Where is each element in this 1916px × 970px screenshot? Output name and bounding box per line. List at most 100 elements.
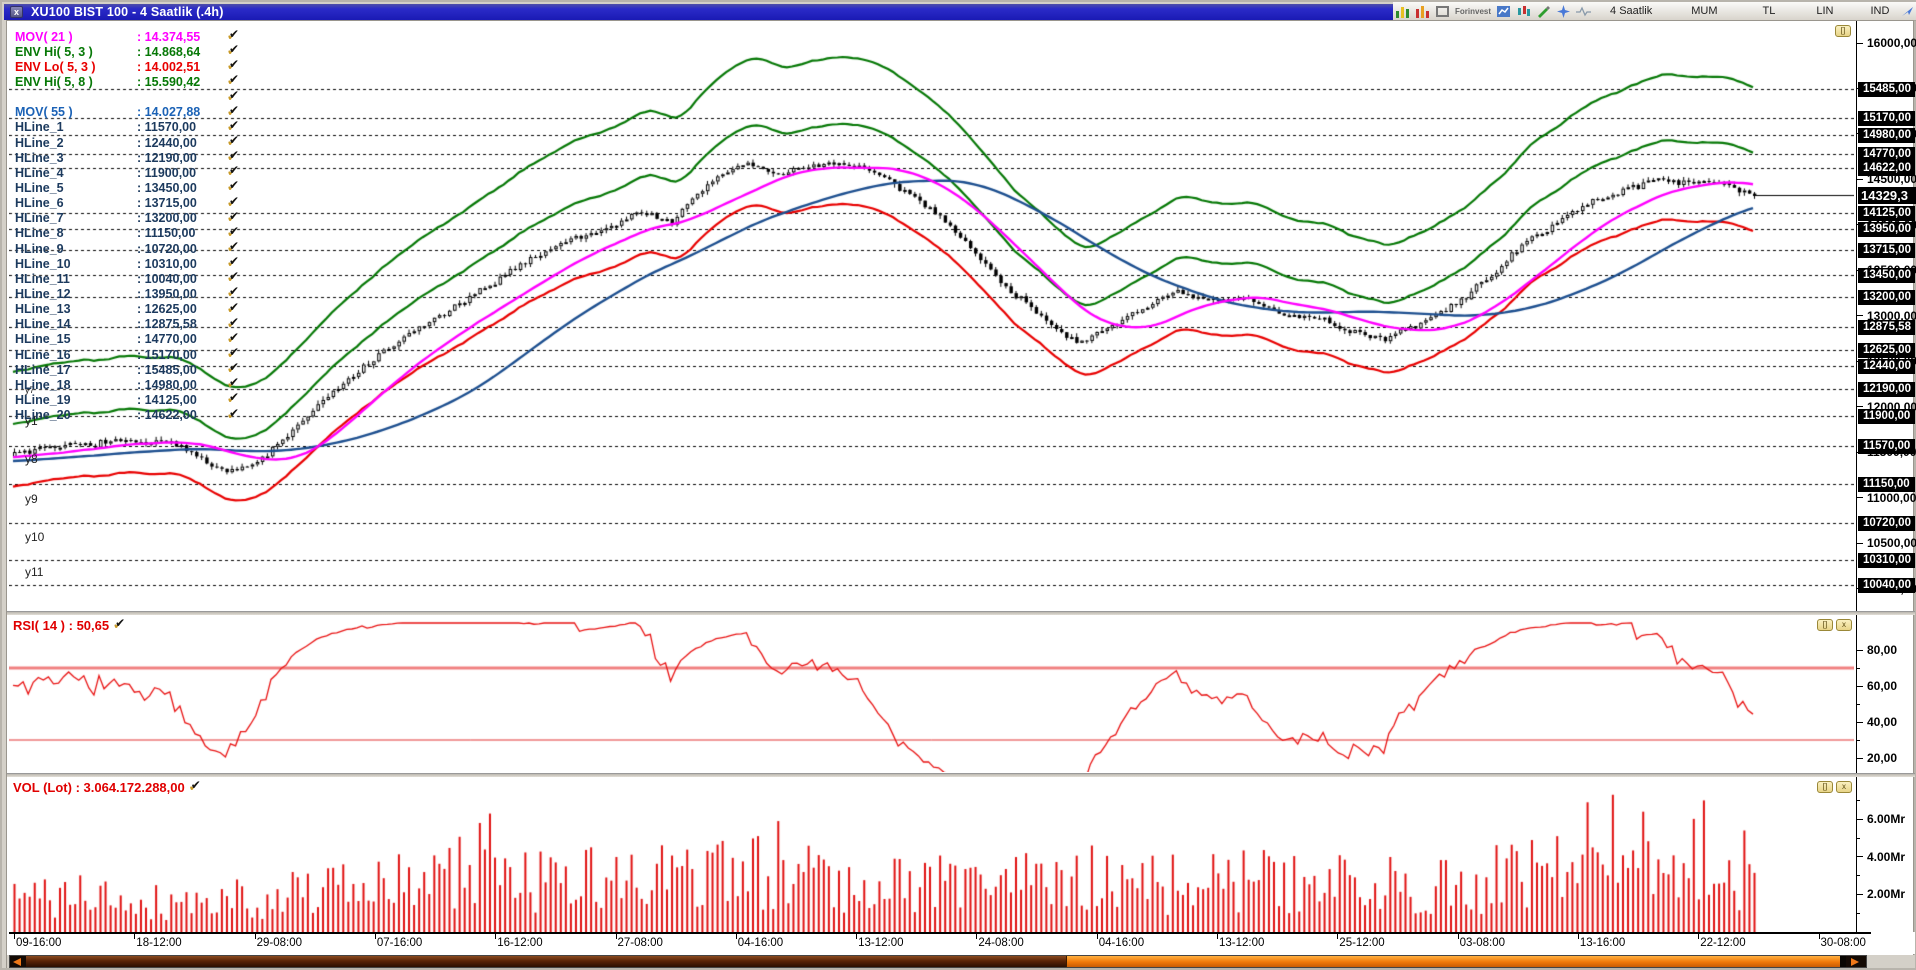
legend-row-hline_20[interactable]: HLine_20: 14622,00 ✔ ✔ [15,405,241,423]
visibility-check-icon[interactable]: ✔ ✔ [227,117,240,134]
region-label-y10[interactable]: y10 [25,530,45,545]
volume-restore-button[interactable]: [] [1817,781,1833,793]
visibility-check-icon[interactable]: ✔ ✔ [227,314,240,331]
scrollbar-thumb[interactable] [1066,956,1840,967]
legend-row-hline_13[interactable]: HLine_13: 12625,00 ✔ ✔ [15,299,241,317]
visibility-check-icon[interactable]: ✔ ✔ [227,390,240,407]
visibility-check-icon[interactable]: ✔ ✔ [227,27,240,44]
chart-type-button[interactable]: MUM [1691,5,1718,17]
visibility-check-icon[interactable]: ✔ ✔ [227,208,240,225]
legend-row-hline_11[interactable]: HLine_11: 10040,00 ✔ ✔ [15,269,241,286]
chart-blue-icon[interactable] [1496,5,1511,18]
wave-line-icon[interactable] [1576,5,1592,18]
price-tick-label: 10500,00 [1867,536,1916,551]
legend-row-hline_7[interactable]: HLine_7: 13200,00 ✔ ✔ [15,208,241,226]
scrollbar-track[interactable] [9,955,1867,968]
visibility-check-icon[interactable]: ✔ ✔ [227,72,240,89]
scrollbar-history-region[interactable] [26,956,1066,967]
visibility-check-icon[interactable]: ✔ ✔ [227,87,240,104]
volume-label[interactable]: VOL (Lot) : 3.064.172.288,00 ✔ ✔ [13,778,201,795]
legend-row-hline_8[interactable]: HLine_8: 11150,00 ✔ ✔ [15,223,241,241]
visibility-check-icon[interactable]: ✔ ✔ [227,329,240,346]
legend-row-hline_18[interactable]: HLine_18: 14980,00 ✔ ✔ [15,375,241,392]
legend-row-hline_19[interactable]: HLine_19: 14125,00 ✔ ✔ [15,390,241,407]
legend-row-blank[interactable]: ✔ ✔ [15,87,241,105]
rsi-canvas[interactable] [9,615,1854,772]
close-icon[interactable]: x [10,6,23,18]
legend-row-hline_17[interactable]: HLine_17: 15485,00 ✔ ✔ [15,360,241,377]
legend-row-hline_9[interactable]: HLine_9: 10720,00 ✔ ✔ [15,239,241,256]
visibility-check-icon[interactable]: ✔ ✔ [227,254,240,271]
price-panel-restore-button[interactable]: [] [1835,25,1851,37]
arrow-blue-icon[interactable] [1900,5,1915,18]
scale-button[interactable]: LIN [1816,5,1834,17]
visibility-check-icon[interactable]: ✔ ✔ [227,360,240,377]
legend-row-hline_2[interactable]: HLine_2: 12440,00 ✔ ✔ [15,133,241,150]
currency-button[interactable]: TL [1762,5,1776,17]
visibility-check-icon[interactable]: ✔ ✔ [227,239,240,256]
legend-row-hline_1[interactable]: HLine_1: 11570,00 ✔ ✔ [15,117,241,135]
volume-close-button[interactable]: x [1836,781,1852,793]
legend-value: : 14.374,55 [137,29,201,44]
visibility-check-icon[interactable]: ✔ ✔ [227,405,240,422]
visibility-check-icon[interactable]: ✔ ✔ [227,345,240,362]
price-chart-canvas[interactable] [9,21,1854,611]
region-label-y8[interactable]: y8 [25,452,38,467]
visibility-check-icon[interactable]: ✔ ✔ [227,178,240,195]
visibility-check-icon[interactable]: ✔ ✔ [227,57,240,74]
hline-price-chip: 12440,00 [1858,359,1915,375]
panel-separator[interactable] [7,611,1915,615]
window-gray-icon[interactable] [1435,5,1450,18]
region-label-y7[interactable]: y7 [25,385,35,396]
vol-check-icon[interactable]: ✔ ✔ [188,778,201,794]
legend-row-hline_12[interactable]: HLine_12: 13950,00 ✔ ✔ [15,284,241,301]
legend-row-hline_16[interactable]: HLine_16: 15170,00 ✔ ✔ [15,345,241,362]
rsi-label[interactable]: RSI( 14 ) : 50,65 ✔ ✔ [13,616,126,633]
visibility-check-icon[interactable]: ✔ ✔ [227,284,240,301]
price-axis-line [1856,21,1857,933]
region-label-y11[interactable]: y11 [25,565,44,580]
timeframe-button[interactable]: 4 Saatlik [1610,5,1653,17]
scroll-left-icon[interactable] [10,956,26,967]
legend-row-hline_10[interactable]: HLine_10: 10310,00 ✔ ✔ [15,254,241,271]
chart-bars-green-icon[interactable] [1395,5,1410,18]
legend-row-hline_5[interactable]: HLine_5: 13450,00 ✔ ✔ [15,178,241,195]
legend-row-hline_3[interactable]: HLine_3: 12190,00 ✔ ✔ [15,148,241,165]
visibility-check-icon[interactable]: ✔ ✔ [227,42,240,59]
rsi-restore-button[interactable]: [] [1817,619,1833,631]
volume-canvas[interactable] [9,777,1854,932]
visibility-check-icon[interactable]: ✔ ✔ [227,193,240,210]
pencil-green-icon[interactable] [1536,5,1551,18]
visibility-check-icon[interactable]: ✔ ✔ [227,133,240,150]
star-blue-icon[interactable] [1556,4,1571,18]
region-label-y9[interactable]: y9 [25,492,38,507]
legend-value: : 12875,58 [137,317,197,332]
legend-row-envhi53[interactable]: ENV Hi( 5, 3 ): 14.868,64 ✔ ✔ [15,42,241,59]
price-tick [1856,497,1863,498]
visibility-check-icon[interactable]: ✔ ✔ [227,375,240,392]
legend-row-mov55[interactable]: MOV( 55 ): 14.027,88 ✔ ✔ [15,102,241,120]
indicator-button[interactable]: IND [1870,5,1890,17]
legend-row-mov21[interactable]: MOV( 21 ): 14.374,55 ✔ ✔ [15,27,241,44]
visibility-check-icon[interactable]: ✔ ✔ [227,102,240,119]
chart-bars-red-icon[interactable] [1415,5,1430,18]
visibility-check-icon[interactable]: ✔ ✔ [227,163,240,180]
rsi-check-icon[interactable]: ✔ ✔ [113,616,126,632]
legend-row-hline_6[interactable]: HLine_6: 13715,00 ✔ ✔ [15,193,241,211]
rsi-close-button[interactable]: x [1836,619,1852,631]
candles-teal-icon[interactable] [1516,5,1531,18]
visibility-check-icon[interactable]: ✔ ✔ [227,148,240,165]
legend-row-envhi58[interactable]: ENV Hi( 5, 8 ): 15.590,42 ✔ ✔ [15,72,241,89]
panel-separator-2[interactable] [7,773,1915,777]
scroll-right-icon[interactable] [1846,956,1866,967]
visibility-check-icon[interactable]: ✔ ✔ [227,299,240,316]
legend-row-hline_15[interactable]: HLine_15: 14770,00 ✔ ✔ [15,329,241,347]
time-tick-label: 04-16:00 [1098,937,1145,949]
legend-row-hline_14[interactable]: HLine_14: 12875,58 ✔ ✔ [15,314,241,332]
region-label-y1[interactable]: y1 [25,414,38,429]
visibility-check-icon[interactable]: ✔ ✔ [227,223,240,240]
time-axis[interactable]: 09-16:00 18-12:00 29-08:00 07-16:00 16-12:00… [7,932,1915,954]
legend-row-envlo53[interactable]: ENV Lo( 5, 3 ): 14.002,51 ✔ ✔ [15,57,241,74]
legend-row-hline_4[interactable]: HLine_4: 11900,00 ✔ ✔ [15,163,241,180]
visibility-check-icon[interactable]: ✔ ✔ [227,269,240,286]
